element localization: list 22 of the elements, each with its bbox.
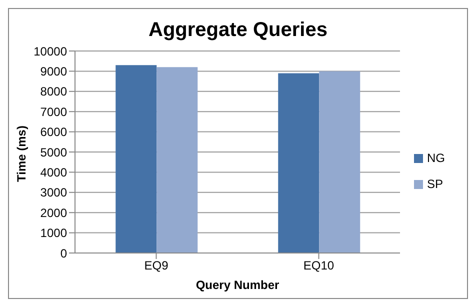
- y-tick-label: 3000: [40, 186, 68, 200]
- y-tick-label: 1000: [40, 226, 68, 240]
- bar: [319, 71, 360, 253]
- y-tick-label: 0: [60, 246, 68, 260]
- y-tick-label: 6000: [40, 125, 68, 140]
- bar: [156, 67, 198, 253]
- chart-title: Aggregate Queries: [148, 19, 328, 41]
- y-tick-label: 2000: [40, 206, 68, 220]
- y-tick-label: 7000: [40, 104, 68, 119]
- y-tick-label: 9000: [40, 64, 68, 78]
- legend-label: NG: [427, 151, 445, 165]
- y-tick-label: 5000: [40, 145, 68, 160]
- y-axis-title: Time (ms): [14, 126, 28, 182]
- x-tick-label: EQ10: [303, 258, 334, 273]
- legend-label: SP: [427, 177, 444, 191]
- bar: [116, 65, 157, 253]
- x-tick-label: EQ9: [144, 258, 169, 273]
- bar: [278, 73, 320, 253]
- y-tick-label: 8000: [40, 84, 68, 99]
- y-tick-label: 4000: [40, 165, 68, 180]
- y-tick-label: 10000: [34, 44, 68, 58]
- x-axis-title: Query Number: [196, 278, 280, 292]
